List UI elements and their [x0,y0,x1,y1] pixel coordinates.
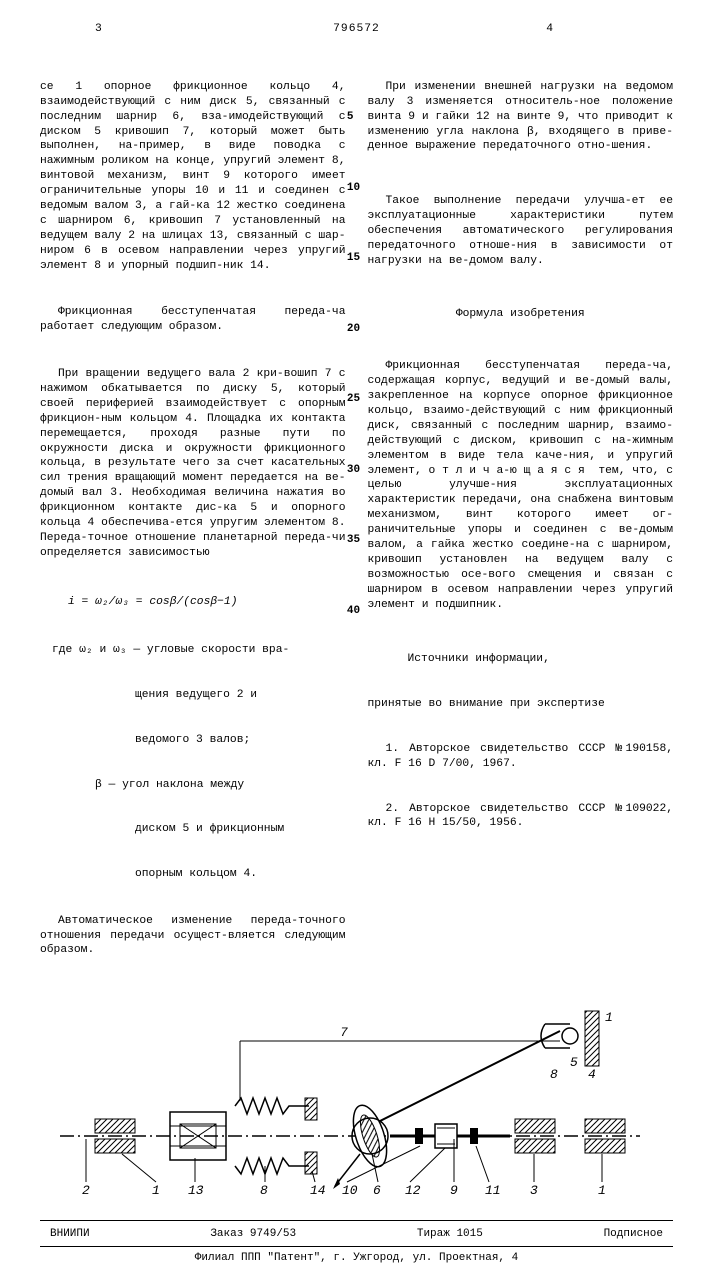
line-marker: 10 [347,181,360,196]
formula-legend: β — угол наклона между [95,778,346,793]
body-paragraph: Такое выполнение передачи улучша-ет ее э… [368,194,674,269]
formula-legend: опорным кольцом 4. [135,867,346,882]
svg-text:6: 6 [373,1183,381,1198]
footer-sub: Подписное [604,1227,663,1242]
left-column: се 1 опорное фрикционное кольцо 4, взаим… [40,50,346,988]
page-number-right: 4 [546,22,553,37]
line-marker: 25 [347,392,360,407]
source-citation: 2. Авторское свидетельство СССР №109022,… [368,802,674,832]
line-marker: 35 [347,533,360,548]
svg-text:9: 9 [450,1183,458,1198]
svg-text:1: 1 [598,1183,606,1198]
claims-heading: Формула изобретения [368,307,674,322]
formula-legend: ведомого 3 валов; [135,733,346,748]
svg-text:4: 4 [588,1067,596,1082]
line-marker: 30 [347,463,360,478]
svg-text:1: 1 [152,1183,160,1198]
page-number-left: 3 [95,22,102,37]
svg-text:10: 10 [342,1183,358,1198]
body-paragraph: При изменении внешней нагрузки на ведомо… [368,80,674,155]
footer-org: ВНИИПИ [50,1227,90,1242]
body-paragraph: се 1 опорное фрикционное кольцо 4, взаим… [40,80,346,274]
footer-order: Заказ 9749/53 [210,1227,296,1242]
body-paragraph: Автоматическое изменение переда-точного … [40,914,346,959]
svg-text:3: 3 [530,1183,538,1198]
page-header: 3 796572 4 [40,22,673,44]
formula-legend: где ω₂ и ω₃ — угловые скорости вра- [52,643,346,658]
body-paragraph: При вращении ведущего вала 2 кри-вошип 7… [40,367,346,561]
footer: ВНИИПИ Заказ 9749/53 Тираж 1015 Подписно… [40,1220,673,1265]
figure: 2 1 13 8 14 10 6 12 9 11 3 1 7 1 4 5 8 [40,1006,673,1206]
line-marker: 40 [347,604,360,619]
svg-text:13: 13 [188,1183,204,1198]
svg-text:14: 14 [310,1183,326,1198]
line-marker: 5 [347,110,360,125]
footer-tirazh: Тираж 1015 [417,1227,483,1242]
sources-subheading: принятые во внимание при экспертизе [368,697,674,712]
svg-text:12: 12 [405,1183,421,1198]
svg-text:8: 8 [550,1067,558,1082]
body-paragraph: Фрикционная бесступенчатая переда-ча раб… [40,305,346,335]
formula-legend: щения ведущего 2 и [135,688,346,703]
line-marker: 20 [347,322,360,337]
svg-text:5: 5 [570,1055,578,1070]
right-column: При изменении внешней нагрузки на ведомо… [368,50,674,988]
svg-text:7: 7 [340,1025,348,1040]
svg-text:8: 8 [260,1183,268,1198]
claims-body: Фрикционная бесступенчатая переда-ча, со… [368,359,674,612]
footer-branch: Филиал ППП "Патент", г. Ужгород, ул. Про… [40,1247,673,1266]
mechanism-drawing: 2 1 13 8 14 10 6 12 9 11 3 1 7 1 4 5 8 [40,1006,660,1206]
source-citation: 1. Авторское свидетельство СССР №190158,… [368,742,674,772]
svg-text:1: 1 [605,1010,613,1025]
svg-text:11: 11 [485,1183,501,1198]
sources-heading: Источники информации, [368,652,674,667]
svg-text:2: 2 [82,1183,90,1198]
formula: i = ω₂/ω₃ = cosβ/(cosβ−1) [68,595,346,610]
line-number-gutter: 5 10 15 20 25 30 35 40 [347,110,360,674]
patent-number: 796572 [333,22,380,37]
line-marker: 15 [347,251,360,266]
formula-legend: диском 5 и фрикционным [135,822,346,837]
